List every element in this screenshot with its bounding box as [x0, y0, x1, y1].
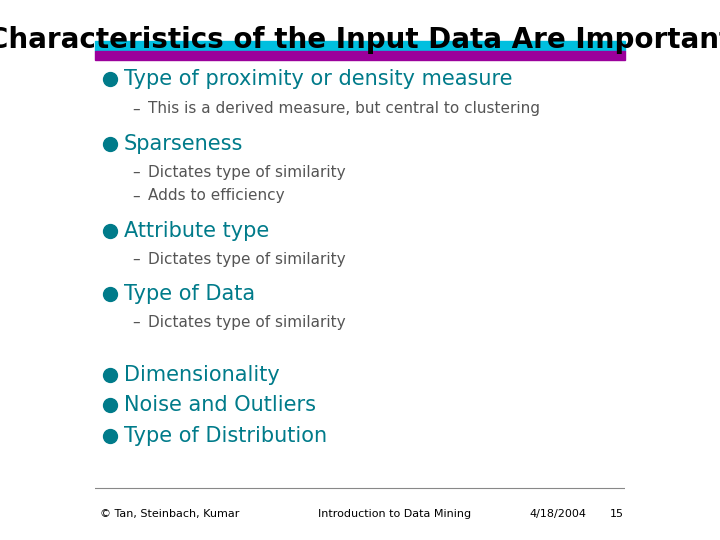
Text: Dimensionality: Dimensionality: [124, 364, 279, 385]
Text: Adds to efficiency: Adds to efficiency: [148, 188, 284, 204]
Text: Attribute type: Attribute type: [124, 221, 269, 241]
Text: This is a derived measure, but central to clustering: This is a derived measure, but central t…: [148, 102, 539, 116]
Bar: [94, 51, 626, 60]
Text: –: –: [132, 165, 140, 180]
Text: Type of Data: Type of Data: [124, 284, 255, 304]
Text: Dictates type of similarity: Dictates type of similarity: [148, 165, 345, 180]
Text: Characteristics of the Input Data Are Important: Characteristics of the Input Data Are Im…: [0, 25, 720, 53]
Text: 4/18/2004: 4/18/2004: [530, 509, 587, 519]
Bar: [94, 41, 626, 51]
Text: Introduction to Data Mining: Introduction to Data Mining: [318, 509, 471, 519]
Text: Type of Distribution: Type of Distribution: [124, 426, 327, 446]
Text: –: –: [132, 315, 140, 330]
Text: Dictates type of similarity: Dictates type of similarity: [148, 252, 345, 267]
Text: –: –: [132, 188, 140, 204]
Text: –: –: [132, 252, 140, 267]
Text: Dictates type of similarity: Dictates type of similarity: [148, 315, 345, 330]
Text: –: –: [132, 102, 140, 116]
Text: Sparseness: Sparseness: [124, 134, 243, 154]
Text: 15: 15: [610, 509, 624, 519]
Text: Type of proximity or density measure: Type of proximity or density measure: [124, 69, 512, 89]
Text: Noise and Outliers: Noise and Outliers: [124, 395, 315, 415]
Text: © Tan, Steinbach, Kumar: © Tan, Steinbach, Kumar: [100, 509, 239, 519]
